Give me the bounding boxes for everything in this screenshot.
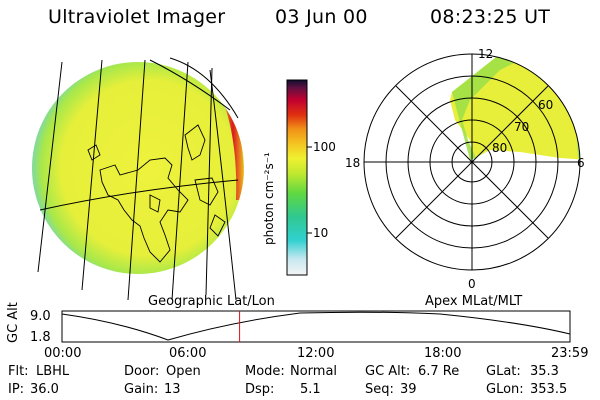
apex-panel-title: Apex MLat/MLT (425, 294, 523, 309)
glat-label: GLat: (486, 364, 521, 379)
gain-value: 13 (164, 382, 181, 397)
colorbar (286, 79, 308, 276)
flt-value: LBHL (36, 364, 70, 379)
altitude-plot (61, 310, 571, 343)
aurora-limb-band (222, 96, 244, 200)
gcalt-label: GC Alt: (365, 364, 411, 379)
coastlines (87, 124, 226, 263)
colorbar-unit-label: photon cm⁻²s⁻¹ (262, 152, 276, 245)
door-value: Open (166, 364, 201, 379)
observation-time: 08:23:25 UT (430, 6, 551, 28)
time-tick-1800: 18:00 (424, 346, 462, 361)
altitude-ytick-max: 9.0 (30, 309, 51, 324)
dsp-label: Dsp: (245, 382, 275, 397)
instrument-title: Ultraviolet Imager (48, 6, 226, 28)
mlat-label-80: 80 (492, 141, 508, 155)
altitude-ytick-min: 1.8 (30, 330, 51, 345)
time-tick-2359: 23:59 (551, 346, 589, 361)
mlt-label-18: 18 (345, 156, 361, 170)
time-tick-0000: 00:00 (44, 346, 82, 361)
mode-label: Mode: (245, 364, 285, 379)
geographic-panel-title: Geographic Lat/Lon (148, 294, 275, 309)
earth-disk (32, 62, 244, 274)
observation-date: 03 Jun 00 (275, 6, 368, 28)
mlt-label-0: 0 (468, 277, 476, 291)
colorbar-label-100: 100 (313, 140, 336, 154)
door-label: Door: (124, 364, 160, 379)
seq-label: Seq: (365, 382, 394, 397)
glat-value: 35.3 (530, 364, 559, 379)
glon-label: GLon: (486, 382, 524, 397)
ip-value: 36.0 (30, 382, 59, 397)
colorbar-label-10: 10 (313, 226, 329, 240)
ip-label: IP: (8, 382, 25, 397)
altitude-curve (61, 311, 571, 341)
polar-plot (363, 53, 581, 271)
mode-value: Normal (290, 364, 338, 379)
gain-label: Gain: (124, 382, 159, 397)
flt-label: Flt: (8, 364, 29, 379)
geographic-grid (37, 57, 239, 301)
mlt-label-12: 12 (478, 47, 494, 61)
glon-value: 353.5 (530, 382, 568, 397)
mlat-label-60: 60 (538, 98, 554, 112)
auroral-oval-emission (450, 54, 580, 160)
time-tick-1200: 12:00 (297, 346, 335, 361)
gcalt-value: 6.7 Re (418, 364, 460, 379)
mlat-label-70: 70 (514, 120, 530, 134)
altitude-ylabel: GC Alt (6, 302, 21, 343)
seq-value: 39 (400, 382, 417, 397)
dsp-value: 5.1 (300, 382, 321, 397)
altitude-plot-frame (61, 310, 571, 343)
mlt-label-6: 6 (577, 156, 585, 170)
time-tick-0600: 06:00 (169, 346, 207, 361)
